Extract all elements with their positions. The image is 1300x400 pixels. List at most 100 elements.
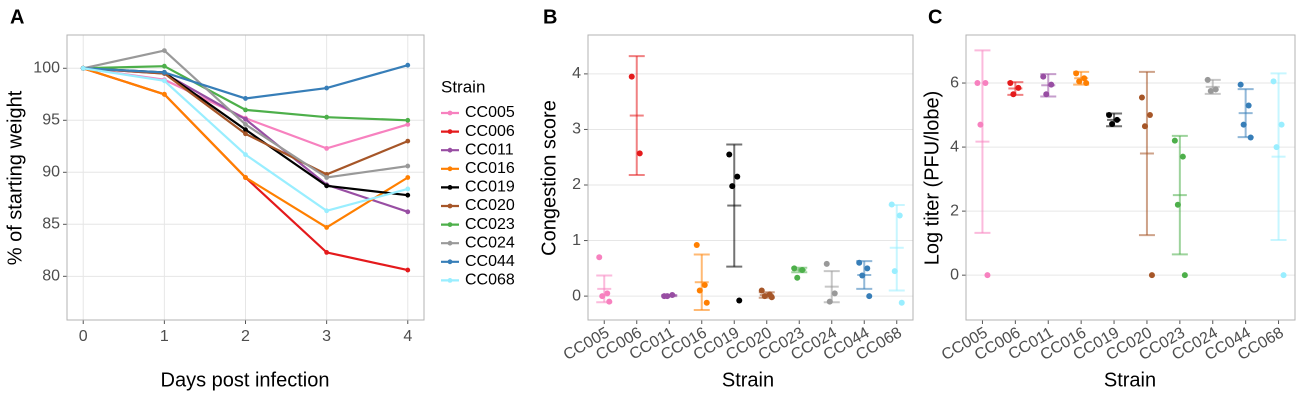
data-point (324, 145, 330, 151)
data-point (703, 299, 710, 306)
data-point (80, 65, 86, 71)
data-point (405, 209, 411, 215)
data-point (405, 267, 411, 273)
data-point (243, 96, 248, 101)
data-point (405, 138, 411, 144)
y-tick-label: 80 (42, 268, 60, 285)
data-point (1146, 112, 1153, 119)
plot-border (965, 34, 1296, 321)
x-axis-title: Strain (722, 369, 774, 391)
data-point (324, 175, 330, 180)
y-tick-label: 1 (572, 232, 581, 249)
y-tick-label: 95 (42, 112, 60, 129)
data-point (864, 265, 871, 272)
data-point (243, 107, 248, 113)
panel-label: B (543, 6, 557, 28)
data-point (405, 175, 411, 180)
data-point (1040, 73, 1047, 80)
x-tick-label: 0 (79, 328, 88, 345)
panel-label: C (928, 6, 942, 28)
data-point (161, 48, 167, 54)
data-point (974, 80, 981, 87)
data-point (1240, 121, 1247, 128)
data-point (761, 293, 768, 300)
plot-background (966, 35, 1295, 320)
data-point (596, 254, 603, 261)
data-point (1010, 91, 1017, 98)
data-point (734, 173, 741, 180)
y-tick-label: 2 (950, 202, 959, 219)
legend-key-point (447, 203, 453, 209)
data-point (664, 293, 671, 300)
data-point (891, 268, 898, 275)
legend-key-point (447, 166, 453, 172)
data-point (1273, 144, 1280, 151)
data-point (243, 175, 248, 180)
data-point (1212, 86, 1219, 93)
data-point (405, 163, 411, 169)
data-point (758, 287, 765, 294)
plot-border (587, 34, 914, 321)
data-point (324, 208, 330, 214)
data-point (1109, 121, 1116, 128)
data-point (888, 201, 895, 208)
data-point (1076, 78, 1083, 85)
data-point (405, 192, 411, 198)
data-point (1181, 272, 1188, 279)
data-point (405, 117, 411, 123)
legend-entry: CC068 (465, 272, 515, 289)
data-point (1204, 76, 1211, 83)
data-point (729, 183, 736, 190)
data-point (696, 287, 703, 294)
data-point (977, 121, 984, 128)
legend-entry: CC024 (465, 234, 515, 251)
y-tick-label: 2 (572, 176, 581, 193)
data-point (628, 73, 635, 80)
y-tick-label: 90 (42, 164, 60, 181)
data-point (324, 85, 330, 91)
legend-key-point (447, 129, 453, 135)
plot-border (66, 34, 425, 321)
legend-key-point (447, 259, 453, 265)
legend-entry: CC006 (465, 123, 515, 140)
data-point (794, 274, 801, 281)
data-point (243, 152, 248, 158)
data-point (1148, 272, 1155, 279)
data-point (405, 122, 411, 127)
y-tick-label: 6 (950, 74, 959, 91)
legend-key-point (447, 147, 453, 153)
y-tick-label: 100 (33, 60, 60, 77)
data-point (1138, 94, 1145, 101)
legend-title: Strain (441, 77, 485, 96)
legend-key-point (447, 110, 453, 116)
data-point (1015, 84, 1022, 91)
legend-key-point (447, 185, 453, 190)
data-point (604, 290, 611, 297)
data-point (859, 272, 866, 279)
data-point (831, 290, 838, 297)
data-point (1207, 88, 1214, 95)
y-tick-label: 85 (42, 216, 60, 233)
data-point (405, 186, 411, 192)
data-point (1141, 123, 1148, 130)
data-point (1048, 81, 1055, 88)
legend-entry: CC016 (465, 160, 515, 177)
x-axis-title: Strain (1104, 369, 1156, 391)
data-point (1280, 272, 1287, 279)
y-axis-title: Congestion score (538, 100, 560, 256)
data-point (161, 78, 167, 84)
plot-background (588, 35, 913, 320)
y-tick-label: 4 (950, 138, 959, 155)
data-point (823, 260, 830, 267)
data-point (984, 272, 991, 279)
data-point (1270, 78, 1277, 85)
data-point (324, 114, 330, 120)
legend-key-point (447, 278, 453, 283)
data-point (826, 298, 833, 305)
data-point (866, 293, 873, 300)
legend-entry: CC044 (465, 253, 515, 270)
legend-entry: CC023 (465, 216, 515, 233)
data-point (405, 62, 411, 68)
data-point (1007, 80, 1014, 87)
x-tick-label: 4 (403, 328, 412, 345)
